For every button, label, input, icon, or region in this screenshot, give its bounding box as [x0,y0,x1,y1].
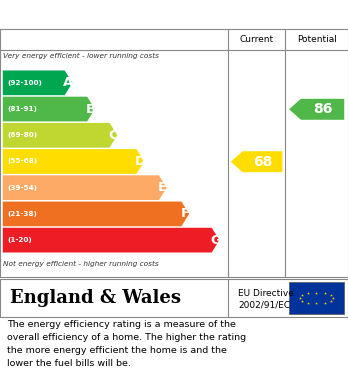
Text: Energy Efficiency Rating: Energy Efficiency Rating [9,5,230,20]
Text: Potential: Potential [297,35,337,44]
Polygon shape [3,123,117,148]
Text: (81-91): (81-91) [7,106,37,112]
Text: Not energy efficient - higher running costs: Not energy efficient - higher running co… [3,261,159,267]
Text: Current: Current [239,35,274,44]
Text: (1-20): (1-20) [7,237,32,243]
Text: The energy efficiency rating is a measure of the
overall efficiency of a home. T: The energy efficiency rating is a measur… [7,321,246,368]
Text: (21-38): (21-38) [7,211,37,217]
Text: 2002/91/EC: 2002/91/EC [238,300,291,309]
Polygon shape [3,70,72,95]
Text: C: C [109,129,118,142]
Text: (39-54): (39-54) [7,185,37,191]
Polygon shape [3,201,189,226]
Polygon shape [3,97,95,122]
Text: F: F [181,207,190,221]
Polygon shape [3,175,167,200]
Text: EU Directive: EU Directive [238,289,294,298]
Text: 68: 68 [253,155,272,169]
Text: England & Wales: England & Wales [10,289,181,307]
Polygon shape [289,99,344,120]
Bar [289,282,344,314]
Text: A: A [63,76,74,89]
Polygon shape [3,228,219,253]
Polygon shape [231,151,283,172]
Text: (92-100): (92-100) [7,80,42,86]
Text: B: B [86,102,96,116]
Text: G: G [210,234,221,247]
Text: (55-68): (55-68) [7,158,37,165]
Text: E: E [158,181,167,194]
Text: (69-80): (69-80) [7,132,37,138]
Polygon shape [3,149,144,174]
Text: 86: 86 [313,102,332,116]
Text: D: D [135,155,146,168]
Text: Very energy efficient - lower running costs: Very energy efficient - lower running co… [3,53,159,59]
